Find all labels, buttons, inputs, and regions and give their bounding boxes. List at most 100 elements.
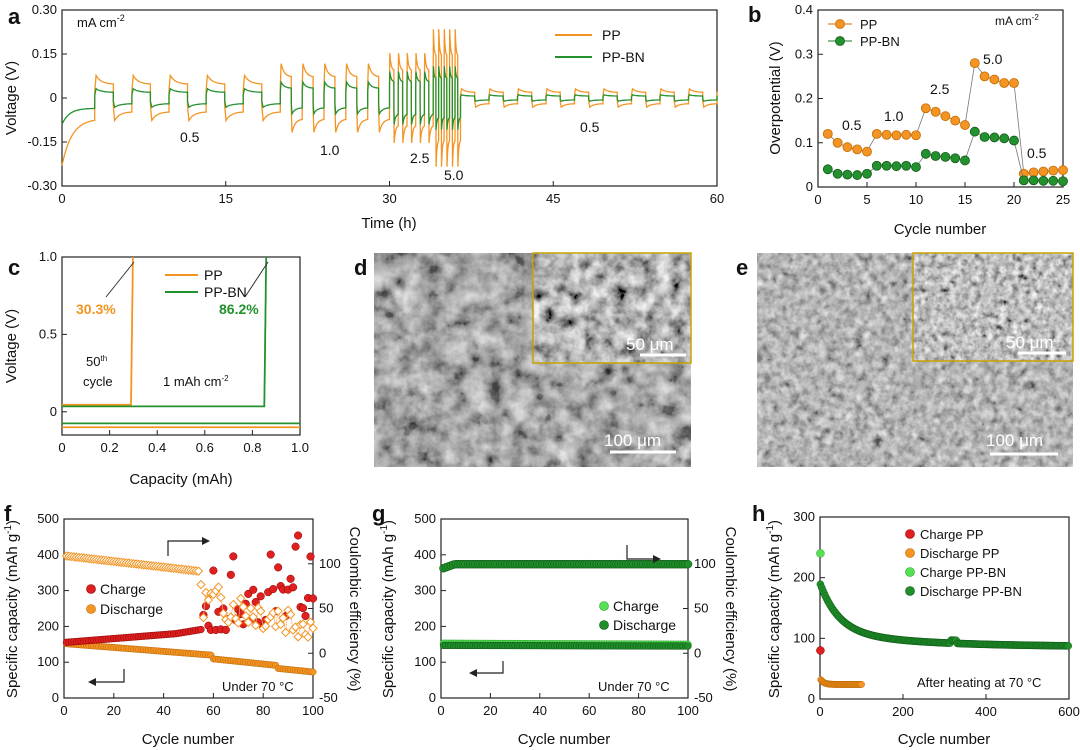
y-tick-label: 500 <box>414 511 436 526</box>
point-PP <box>911 130 921 141</box>
rate-label-b-1: 0.5 <box>842 117 862 133</box>
y-tick-label: 100 <box>37 654 59 669</box>
panel-e: e 50 μm 100 μm <box>736 252 1074 467</box>
legend-label-charge-ppbn-h: Charge PP-BN <box>920 565 1006 580</box>
condition-note-h: After heating at 70 °C <box>917 675 1041 690</box>
scale-label-main-e: 100 μm <box>986 431 1043 450</box>
arrowhead-left-g <box>469 669 477 677</box>
point-PP <box>842 142 853 153</box>
panel-label-b: b <box>748 2 761 27</box>
y-tick-label: 300 <box>414 583 436 598</box>
y-tick-label: 0.5 <box>39 326 57 341</box>
capacity-label-c: 1 mAh cm-2 <box>163 374 229 389</box>
rate-label-b-4: 5.0 <box>983 51 1003 67</box>
point-PP-BN <box>822 164 833 175</box>
point-PP-BN <box>999 133 1010 144</box>
ce-point <box>236 593 246 604</box>
scale-label-inset-e: 50 μm <box>1006 333 1054 352</box>
y2-tick-label: -50 <box>694 690 713 705</box>
y2-tick-label: 50 <box>319 601 333 616</box>
legend-marker-charge-f <box>86 584 96 594</box>
x-axis-title-c: Capacity (mAh) <box>129 471 232 488</box>
arrow-right-axis-f <box>167 540 204 556</box>
axis-ticks-c: 0 0.2 0.4 0.6 0.8 1.0 1.0 0.5 0 <box>39 249 309 455</box>
x-tick-label: 10 <box>909 192 923 207</box>
legend-marker-charge-g <box>599 601 609 611</box>
panel-g: g 0 20 40 60 80 1005004003002001000100500-50 … <box>372 501 739 748</box>
point-PP-BN <box>950 153 961 164</box>
y-tick-label: 0.1 <box>795 135 813 150</box>
x-tick-label: 0 <box>58 191 65 206</box>
ce-point <box>216 592 226 603</box>
ce-point <box>196 579 206 590</box>
y-tick-label: 200 <box>37 618 59 633</box>
legend-marker-pp-b <box>835 19 845 29</box>
y-tick-label: 0.30 <box>32 2 57 17</box>
x-tick-label: 15 <box>958 192 972 207</box>
ce-point <box>273 606 283 616</box>
y-tick-label: 0 <box>808 691 815 706</box>
point-PP <box>1009 78 1019 88</box>
charge-curve-PP <box>62 256 134 406</box>
ce-point <box>256 606 266 616</box>
legend-label-discharge-f: Discharge <box>100 601 163 617</box>
point-PP <box>901 129 912 140</box>
y-tick-label: 0 <box>429 690 436 705</box>
x-tick-label: 25 <box>1056 192 1070 207</box>
y-tick-label: 0.15 <box>32 46 57 61</box>
charge-point <box>209 566 218 575</box>
charge-ppbn-point <box>816 549 825 558</box>
point-PP-BN <box>920 148 931 159</box>
x-tick-label: 0 <box>437 703 444 718</box>
point-PP <box>979 71 990 82</box>
ce-point <box>285 609 296 620</box>
y2-axis-title-g: Coulombic efficiency (%) <box>722 527 739 692</box>
charge-point <box>294 531 303 540</box>
rate-label-a-5: 0.5 <box>580 119 600 135</box>
point-PP <box>822 128 833 139</box>
rate-label-a-2: 1.0 <box>320 142 340 158</box>
charge-point <box>197 625 205 634</box>
x-tick-label: 1.0 <box>291 440 309 455</box>
y-tick-label: 500 <box>37 511 59 526</box>
sem-inset-d <box>532 252 692 364</box>
point-PP <box>862 146 872 157</box>
ce-point <box>683 559 693 569</box>
y2-tick-label: 100 <box>319 556 341 571</box>
rate-label-b-2: 1.0 <box>884 108 904 124</box>
plot-frame-h <box>819 516 1070 700</box>
point-PP-BN <box>960 155 970 166</box>
legend-label-discharge-ppbn-h: Discharge PP-BN <box>920 584 1022 599</box>
ce-point <box>246 603 256 613</box>
charge-point <box>266 550 275 559</box>
rate-label-a-4: 5.0 <box>444 167 464 183</box>
y-tick-label: 0.4 <box>795 2 813 17</box>
arrow-ppbn-c <box>244 261 269 298</box>
charge-point <box>298 604 308 613</box>
y-tick-label: 0.2 <box>795 91 813 106</box>
ce-point <box>298 619 308 629</box>
charge-curve-PP-BN <box>62 256 268 408</box>
x-tick-label: 0.2 <box>101 440 119 455</box>
x-tick-label: 400 <box>975 704 997 719</box>
rate-label-a-1: 0.5 <box>180 129 200 145</box>
y-axis-title-a: Voltage (V) <box>3 61 20 135</box>
y-tick-label: 400 <box>414 547 436 562</box>
y-tick-label: -0.30 <box>27 178 57 193</box>
x-tick-label: 200 <box>892 704 914 719</box>
point-PP-BN <box>911 162 921 172</box>
x-tick-label: 20 <box>107 703 121 718</box>
arrowhead-right-g <box>653 555 661 563</box>
ce-point <box>238 602 248 612</box>
legend-label-charge-f: Charge <box>100 581 146 597</box>
arrow-pp-c <box>105 261 135 298</box>
charge-point <box>286 574 295 583</box>
axis-ticks-b: 0 5 10 15 20 25 0.4 0.3 0.2 0.1 0 <box>795 2 1070 207</box>
point-PP-BN <box>881 160 892 171</box>
x-tick-label: 0 <box>814 192 821 207</box>
x-tick-label: 0.6 <box>196 440 214 455</box>
x-tick-label: 0 <box>58 440 65 455</box>
axis-ticks-h: 0 200 400 600 300 200 100 0 <box>793 509 1080 719</box>
x-tick-label: 45 <box>546 191 560 206</box>
